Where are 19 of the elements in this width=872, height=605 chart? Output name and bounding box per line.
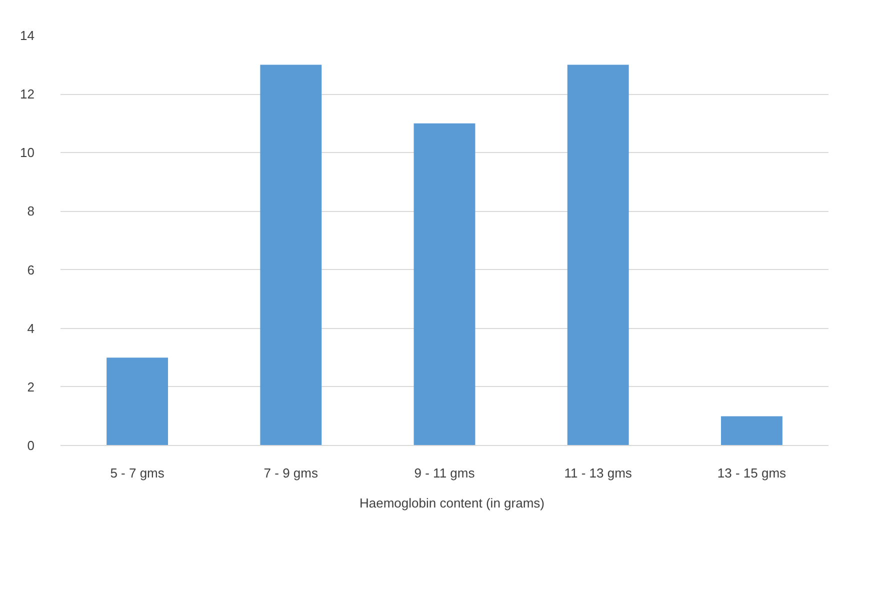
- text: Haemoglobin content (in grams): [360, 496, 544, 510]
- bar: [567, 64, 629, 446]
- bar: [414, 123, 476, 446]
- y-tick-label: 8: [27, 204, 35, 219]
- x-tick-label: 11 - 13 gms: [564, 466, 632, 480]
- y-tick-label: 12: [20, 86, 35, 102]
- y-tick-label: 4: [27, 320, 35, 336]
- y-tick-label: 0: [27, 438, 35, 453]
- y-tick-label: 6: [27, 262, 35, 278]
- bar: [260, 64, 322, 446]
- y-tick-label: 14: [20, 28, 35, 43]
- x-tick-label: 13 - 15 gms: [717, 466, 787, 480]
- x-tick-label: 5 - 7 gms: [110, 466, 165, 480]
- bar: [720, 416, 782, 446]
- x-tick-label: 7 - 9 gms: [264, 466, 318, 480]
- y-tick-label: 2: [27, 379, 35, 394]
- x-tick-label: 9 - 11 gms: [414, 466, 476, 480]
- bar: [106, 358, 168, 446]
- y-tick-label: 10: [20, 145, 35, 160]
